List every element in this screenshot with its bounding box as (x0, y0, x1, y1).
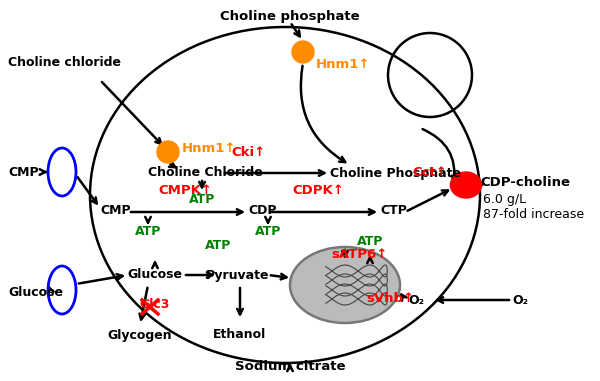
Text: ATP: ATP (357, 235, 383, 248)
Text: 6.0 g/L: 6.0 g/L (483, 194, 526, 207)
Text: Choline phosphate: Choline phosphate (220, 10, 360, 23)
Text: Cct↑: Cct↑ (413, 165, 448, 179)
Text: Glc3: Glc3 (140, 298, 170, 312)
Text: CDPK↑: CDPK↑ (292, 184, 344, 197)
Text: CDP-choline: CDP-choline (480, 176, 570, 189)
Text: O₂: O₂ (408, 293, 424, 306)
Text: ATP: ATP (189, 193, 215, 206)
Circle shape (157, 141, 179, 163)
Text: CTP: CTP (380, 203, 407, 216)
Text: 87-fold increase: 87-fold increase (483, 208, 584, 221)
Text: Hnm1↑: Hnm1↑ (316, 58, 371, 70)
Text: ATP: ATP (255, 225, 281, 238)
Text: CMPK↑: CMPK↑ (158, 184, 212, 197)
Text: ATP: ATP (205, 239, 231, 252)
Text: Pyruvate: Pyruvate (206, 269, 270, 282)
Ellipse shape (451, 172, 482, 198)
Text: CMP: CMP (100, 203, 131, 216)
Text: sVhb↑: sVhb↑ (366, 291, 414, 304)
Text: Cki↑: Cki↑ (231, 146, 265, 159)
Ellipse shape (290, 247, 400, 323)
Text: Glycogen: Glycogen (107, 328, 172, 341)
Text: Choline Phosphate: Choline Phosphate (330, 166, 461, 179)
Text: Sodium citrate: Sodium citrate (235, 360, 345, 373)
Text: O₂: O₂ (512, 293, 528, 306)
Text: CMP: CMP (8, 165, 38, 179)
Text: Hnm1↑: Hnm1↑ (182, 141, 236, 155)
Text: sATP6↑: sATP6↑ (332, 248, 388, 261)
Text: ATP: ATP (135, 225, 161, 238)
Text: Ethanol: Ethanol (214, 328, 266, 341)
Circle shape (292, 41, 314, 63)
Text: Choline Chloride: Choline Chloride (148, 166, 263, 179)
Text: Glucose: Glucose (8, 285, 63, 298)
Text: Choline chloride: Choline chloride (8, 56, 121, 69)
Text: Glucose: Glucose (128, 269, 182, 282)
Text: CDP: CDP (248, 203, 277, 216)
